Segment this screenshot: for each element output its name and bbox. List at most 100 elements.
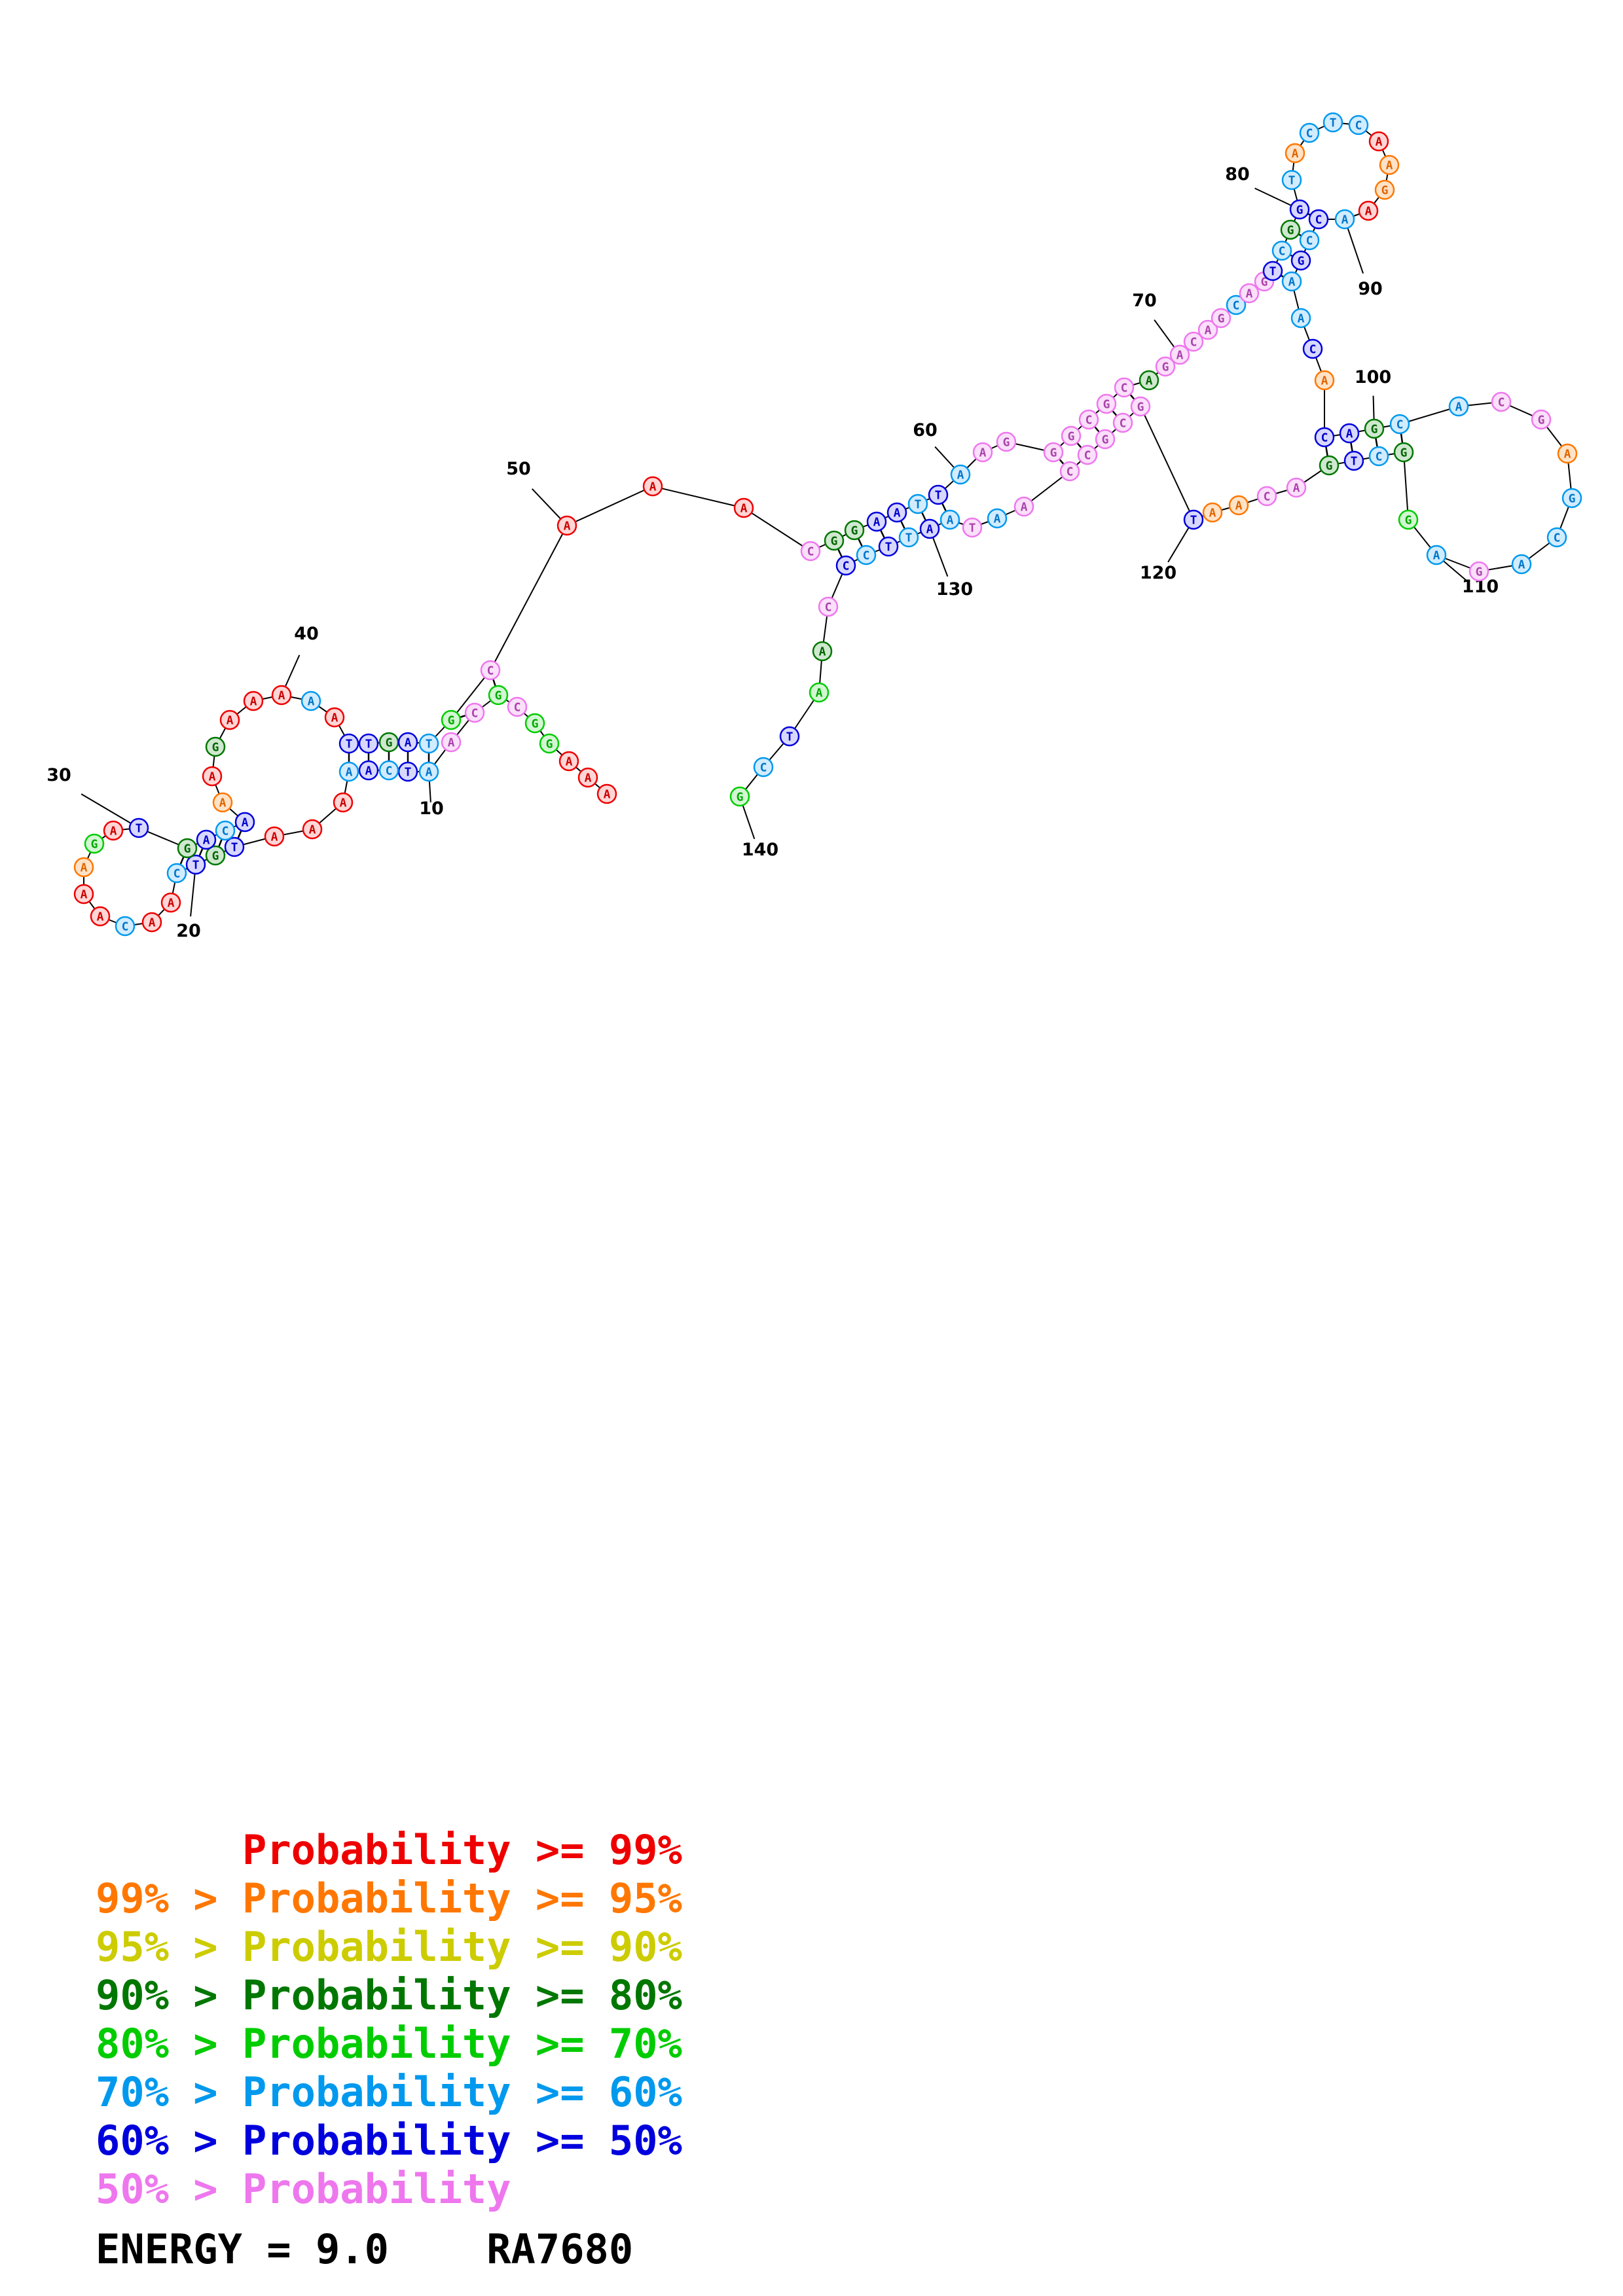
nucleotide-circle	[1561, 488, 1582, 509]
nucleotide-letter: C	[1067, 465, 1074, 479]
nucleotide-75: A	[1239, 283, 1260, 304]
legend-line-p99: Probability >= 99%	[96, 1826, 682, 1874]
nucleotide-78: C	[1271, 240, 1292, 261]
nucleotide-102: A	[1448, 396, 1469, 417]
nucleotide-circle	[1202, 502, 1223, 523]
nucleotide-circle	[338, 761, 359, 782]
nucleotide-circle	[1286, 477, 1307, 498]
backbone-segment	[1140, 406, 1194, 520]
nucleotide-letter: C	[1306, 127, 1313, 141]
nucleotide-letter: A	[149, 916, 156, 930]
nucleotide-letter: A	[1235, 499, 1243, 513]
nucleotide-letter: T	[1269, 265, 1277, 279]
legend-line-p50: 60% > Probability >= 50%	[96, 2117, 682, 2164]
legend-line-p95: 99% > Probability >= 95%	[96, 1874, 682, 1922]
nucleotide-letter: C	[1084, 449, 1091, 463]
nucleotide-letter: C	[471, 707, 479, 721]
nucleotide-letter: A	[346, 766, 353, 780]
nucleotide-letter: G	[1003, 436, 1010, 450]
nucleotide-letter: A	[168, 897, 175, 910]
nucleotide-circle	[160, 892, 181, 913]
nucleotide-letter: C	[760, 761, 767, 775]
nucleotide-71: C	[1183, 331, 1204, 352]
nucleotide-103: C	[1491, 391, 1512, 412]
nucleotide-55: G	[844, 520, 865, 541]
nucleotide-letter: A	[819, 645, 826, 659]
nucleotide-circle	[115, 916, 136, 937]
nucleotide-100: G	[1364, 418, 1385, 439]
nucleotide-circle	[824, 530, 845, 551]
nucleotide-27: A	[73, 857, 94, 878]
nucleotide-letter: A	[1365, 205, 1372, 219]
nucleotide-circle	[1348, 115, 1369, 135]
nucleotide-48: G	[441, 709, 462, 730]
nucleotide-10: A	[418, 761, 439, 782]
nucleotide-73: G	[1211, 308, 1231, 329]
nucleotide-letter: T	[192, 859, 200, 872]
nucleotide-74: C	[1226, 295, 1247, 315]
nucleotide-86: A	[1368, 131, 1389, 152]
nucleotide-131: T	[898, 527, 919, 548]
nucleotide-letter: C	[386, 764, 393, 778]
nucleotide-140: G	[729, 786, 750, 807]
backbone-segment	[450, 670, 491, 721]
backbone-segment	[1403, 452, 1409, 520]
nucleotide-letter: A	[585, 772, 592, 785]
nucleotide-letter: T	[885, 541, 892, 554]
nucleotide-letter: A	[566, 755, 573, 769]
nucleotide-80: G	[1289, 199, 1310, 220]
nucleotide-circle	[202, 766, 223, 787]
nucleotide-circle	[1130, 396, 1151, 417]
nucleotide-letter: A	[1021, 501, 1028, 514]
label-leader-line	[81, 793, 139, 829]
nucleotide-116: A	[1286, 477, 1307, 498]
nucleotide-circle	[1077, 444, 1098, 465]
position-label-100: 100	[1355, 367, 1391, 387]
nucleotide-circle	[1061, 425, 1082, 446]
nucleotide-93: G	[1290, 250, 1311, 271]
nucleotide-circle	[1379, 154, 1400, 175]
nucleotide-letter: A	[250, 695, 257, 709]
nucleotide-113: C	[1368, 446, 1389, 467]
nucleotide-126: A	[1013, 496, 1034, 517]
nucleotide-letter: A	[227, 714, 234, 728]
nucleotide-92: C	[1299, 230, 1320, 251]
nucleotide-letter: A	[1386, 159, 1393, 173]
nucleotide-4: G	[539, 733, 560, 754]
nucleotide-107: C	[1546, 527, 1567, 548]
nucleotide-36: A	[202, 766, 223, 787]
nucleotide-letter: G	[546, 738, 553, 751]
nucleotide-circle	[1546, 527, 1567, 548]
nucleotide-letter: A	[947, 514, 954, 528]
nucleotide-112: G	[1393, 442, 1414, 463]
nucleotide-circle	[856, 545, 877, 565]
nucleotide-letter: A	[1518, 558, 1525, 572]
nucleotide-letter: G	[91, 838, 98, 852]
nucleotide-43: T	[338, 733, 359, 754]
nucleotide-letter: T	[935, 489, 942, 503]
nucleotide-letter: A	[365, 764, 373, 778]
nucleotide-letter: C	[122, 920, 129, 934]
nucleotide-circle	[441, 732, 462, 753]
nucleotide-circle	[1281, 170, 1302, 190]
nucleotide-127: A	[987, 508, 1008, 529]
nucleotide-circle	[128, 817, 149, 838]
nucleotide-39: A	[243, 691, 264, 711]
nucleotide-letter: G	[1102, 433, 1109, 447]
nucleotide-132: T	[878, 536, 899, 557]
nucleotide-circle	[1281, 271, 1302, 292]
nucleotide-circle	[1426, 545, 1447, 565]
nucleotide-111: G	[1398, 509, 1419, 530]
nucleotide-49: C	[480, 660, 501, 681]
nucleotide-letter: A	[1341, 213, 1349, 227]
nucleotide-circle	[1078, 409, 1099, 430]
nucleotide-circle	[1314, 370, 1335, 391]
nucleotide-circle	[812, 641, 833, 662]
nucleotide-circle	[1197, 319, 1218, 340]
nucleotide-letter: T	[1190, 514, 1197, 528]
nucleotide-circle	[1169, 344, 1190, 365]
nucleotide-circle	[1095, 429, 1116, 450]
nucleotide-circle	[418, 761, 439, 782]
nucleotide-letter: A	[1288, 276, 1296, 289]
position-label-10: 10	[419, 798, 444, 819]
